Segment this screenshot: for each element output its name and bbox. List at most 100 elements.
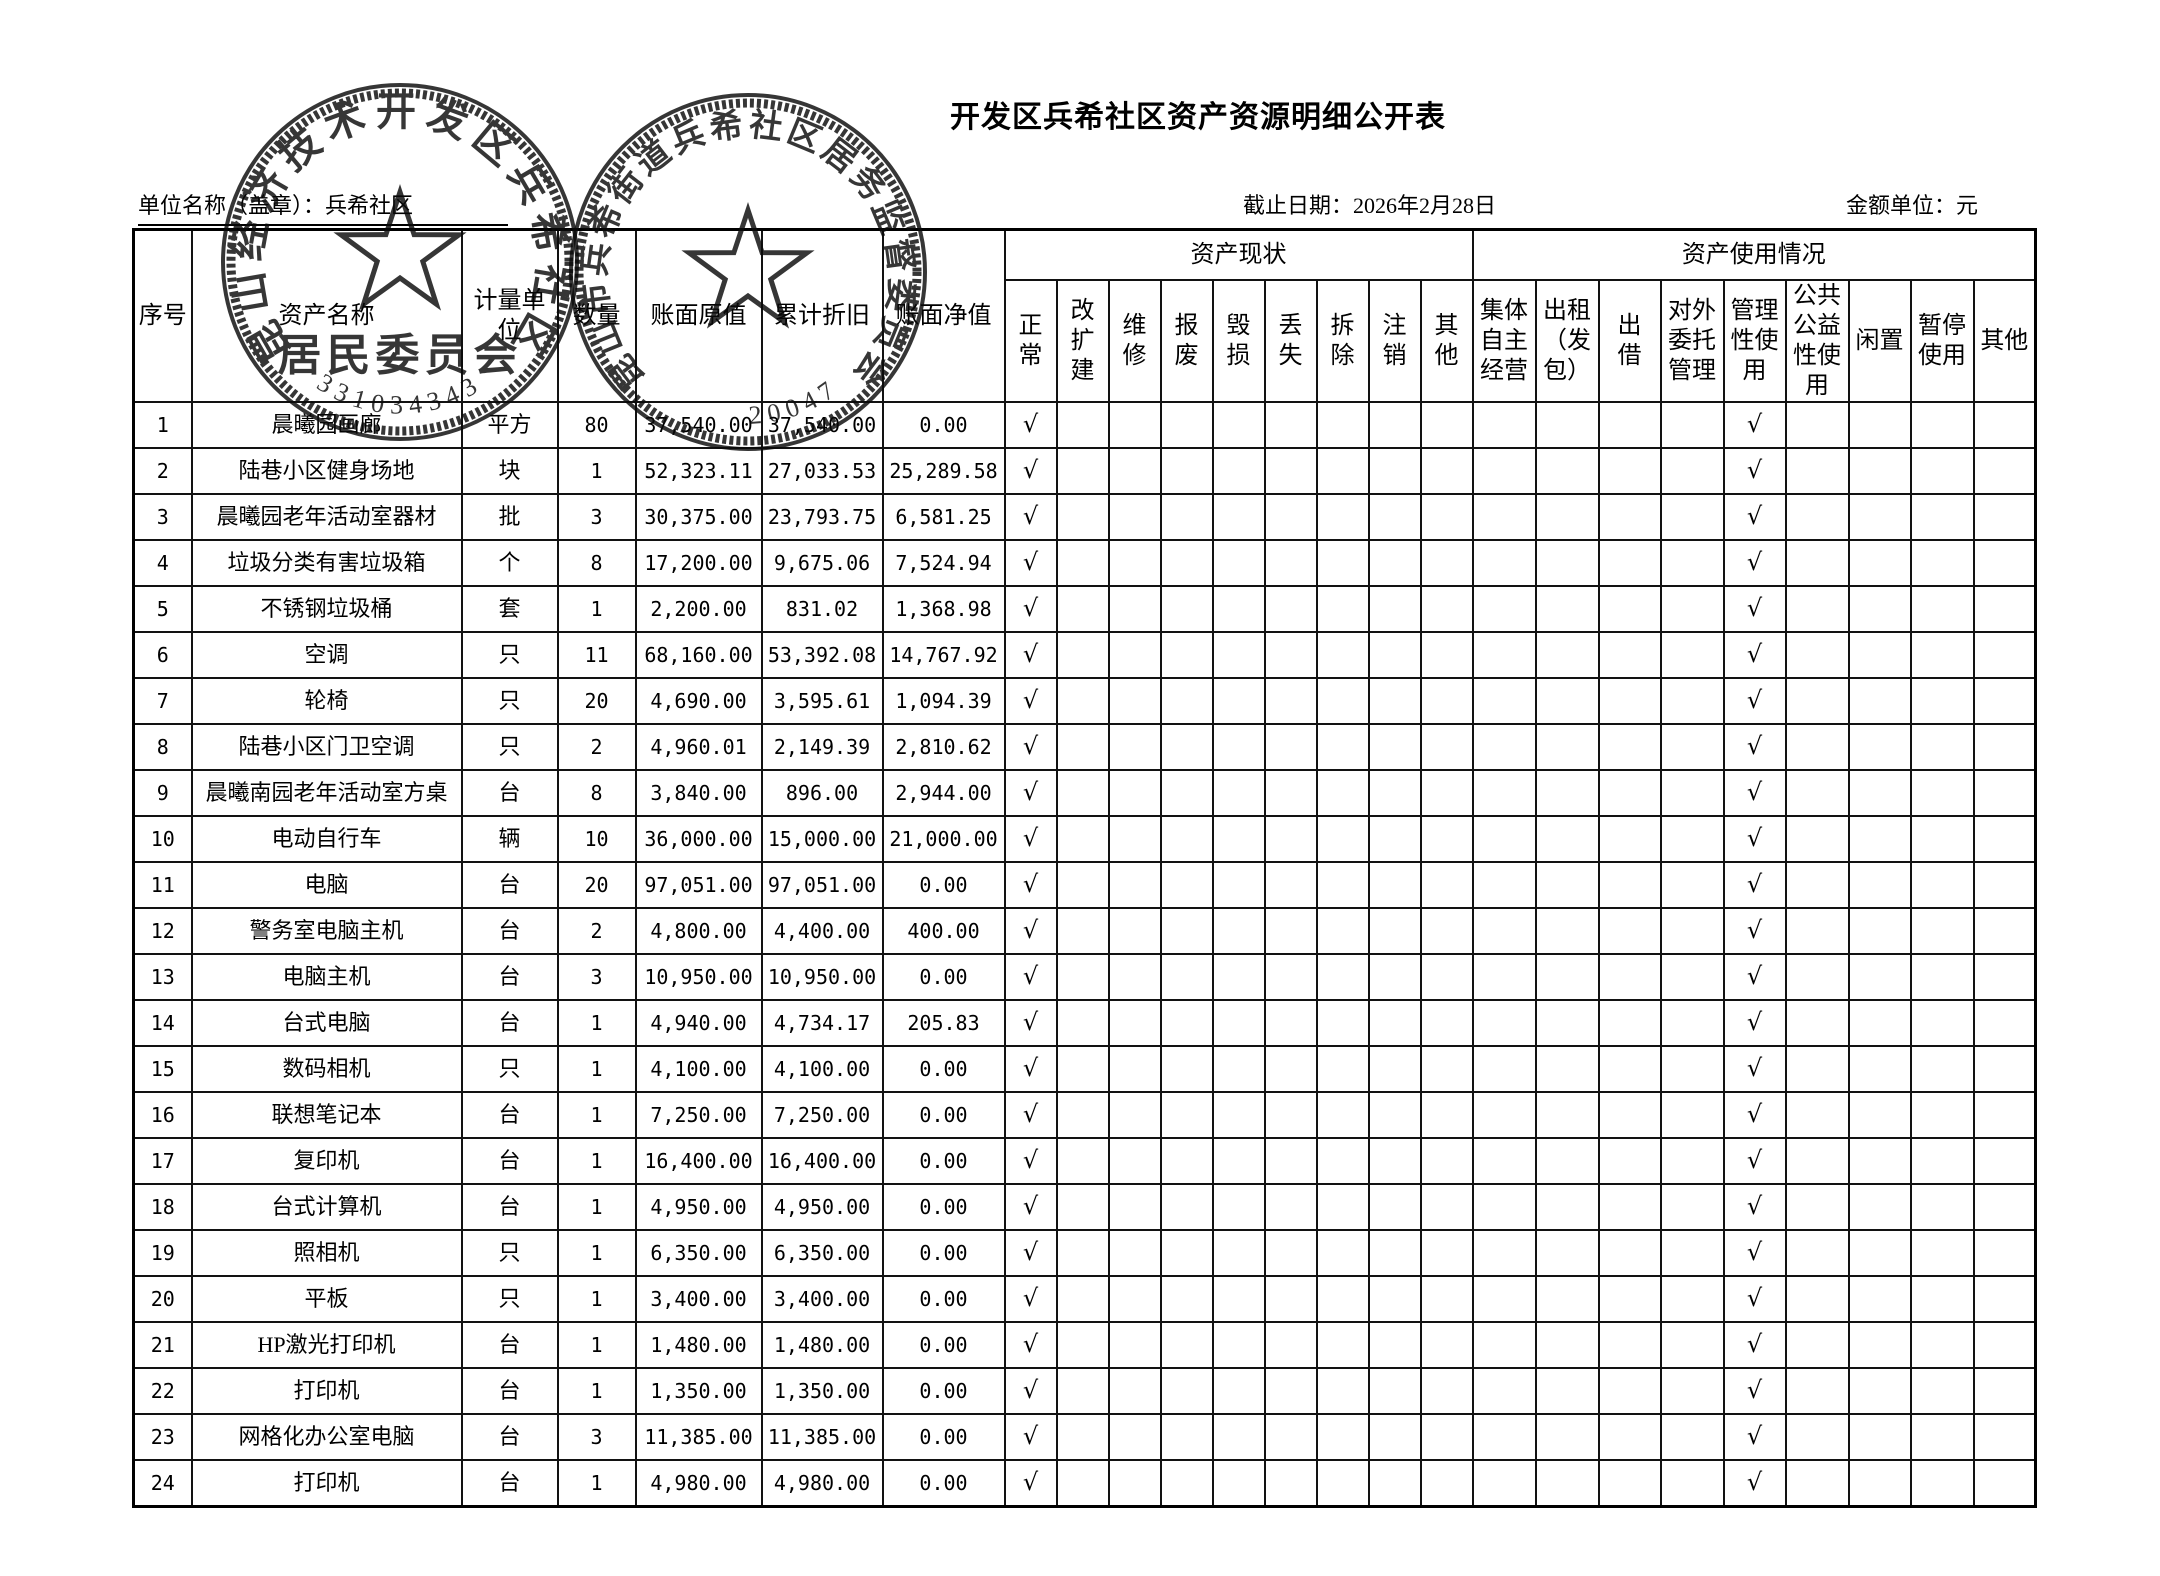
cell-usage-暂停使用: [1909, 447, 1975, 495]
cell-status-报废: [1159, 1413, 1214, 1461]
cell-asset-name: 台式计算机: [190, 1183, 463, 1231]
cell-status-注销: [1367, 447, 1422, 495]
cell-usage-公共公益性使用: [1784, 999, 1850, 1047]
cell-net-value: 14,767.92: [881, 631, 1006, 679]
cell-usage-闲置: [1847, 539, 1912, 587]
cell-original-value: 4,800.00: [634, 907, 763, 955]
cell-status-改扩建: [1055, 1229, 1110, 1277]
cell-usage-集体自主经营: [1471, 1367, 1537, 1415]
cell-asset-name: 打印机: [190, 1367, 463, 1415]
cell-unit: 台: [460, 1091, 559, 1139]
cell-usage-管理性使用: √: [1722, 1045, 1787, 1093]
cell-usage-集体自主经营: [1471, 861, 1537, 909]
cell-status-拆除: [1315, 1321, 1370, 1369]
cell-quantity: 8: [556, 539, 637, 587]
cell-depreciation: 97,051.00: [760, 861, 884, 909]
cell-usage-出借: [1597, 1413, 1662, 1461]
unit-name-label: 单位名称（盖章）：: [138, 193, 326, 218]
cell-unit: 套: [460, 585, 559, 633]
column-header-unit: 计量单 位: [460, 228, 559, 403]
cell-status-其他: [1419, 953, 1474, 1001]
cell-status-注销: [1367, 1275, 1422, 1323]
cell-unit: 台: [460, 953, 559, 1001]
cell-depreciation: 1,350.00: [760, 1367, 884, 1415]
cell-status-其他: [1419, 585, 1474, 633]
cell-status-报废: [1159, 1183, 1214, 1231]
cell-status-丢失: [1263, 1137, 1318, 1185]
cell-status-维修: [1107, 1091, 1162, 1139]
cell-status-毁损: [1211, 539, 1266, 587]
cell-status-拆除: [1315, 1459, 1370, 1508]
cell-usage-对外委托管理: [1659, 1275, 1725, 1323]
cell-status-维修: [1107, 1137, 1162, 1185]
cell-usage-对外委托管理: [1659, 1137, 1725, 1185]
cell-unit: 台: [460, 999, 559, 1047]
column-header: 出租 （发 包）: [1534, 279, 1600, 403]
cell-status-其他: [1419, 1367, 1474, 1415]
cell-status-正常: √: [1003, 447, 1058, 495]
cell-status-改扩建: [1055, 493, 1110, 541]
cell-index: 2: [132, 447, 193, 495]
cell-original-value: 3,400.00: [634, 1275, 763, 1323]
cell-asset-name: 空调: [190, 631, 463, 679]
cell-usage-闲置: [1847, 907, 1912, 955]
cell-status-正常: √: [1003, 815, 1058, 863]
cell-status-注销: [1367, 539, 1422, 587]
cell-status-改扩建: [1055, 1183, 1110, 1231]
cell-status-注销: [1367, 999, 1422, 1047]
table-row: 11 电脑台 20 97,051.00 97,051.00 0.00 √ √: [132, 861, 2037, 909]
column-header-qty: 数量: [556, 228, 637, 403]
cell-status-拆除: [1315, 539, 1370, 587]
cell-unit: 只: [460, 1229, 559, 1277]
column-header: 拆 除: [1315, 279, 1370, 403]
cell-usage-管理性使用: √: [1722, 493, 1787, 541]
cell-unit: 台: [460, 1137, 559, 1185]
cell-status-正常: √: [1003, 723, 1058, 771]
cell-depreciation: 2,149.39: [760, 723, 884, 771]
cell-usage-暂停使用: [1909, 1275, 1975, 1323]
cell-status-丢失: [1263, 1091, 1318, 1139]
cell-original-value: 17,200.00: [634, 539, 763, 587]
cell-usage-集体自主经营: [1471, 815, 1537, 863]
cell-usage-出借: [1597, 1275, 1662, 1323]
cell-usage-管理性使用: √: [1722, 1091, 1787, 1139]
cell-status-拆除: [1315, 1183, 1370, 1231]
cell-usage-其他: [1972, 953, 2037, 1001]
column-header-original-value: 账面原值: [634, 228, 763, 403]
cell-status-注销: [1367, 1413, 1422, 1461]
cell-status-注销: [1367, 493, 1422, 541]
cell-status-报废: [1159, 539, 1214, 587]
cell-usage-集体自主经营: [1471, 493, 1537, 541]
cell-depreciation: 6,350.00: [760, 1229, 884, 1277]
cell-status-维修: [1107, 1275, 1162, 1323]
cell-usage-暂停使用: [1909, 631, 1975, 679]
table-row: 2 陆巷小区健身场地块 1 52,323.11 27,033.53 25,289.58 √ √: [132, 447, 2037, 495]
cell-asset-name: 网格化办公室电脑: [190, 1413, 463, 1461]
cell-original-value: 37,540.00: [634, 401, 763, 449]
cell-status-拆除: [1315, 677, 1370, 725]
cell-status-改扩建: [1055, 1459, 1110, 1508]
cell-usage-集体自主经营: [1471, 1413, 1537, 1461]
cell-usage-暂停使用: [1909, 953, 1975, 1001]
cell-usage-闲置: [1847, 585, 1912, 633]
cell-usage-暂停使用: [1909, 1229, 1975, 1277]
cell-status-维修: [1107, 1413, 1162, 1461]
column-header: 其他: [1972, 279, 2037, 403]
cell-usage-出借: [1597, 493, 1662, 541]
cell-usage-其他: [1972, 1091, 2037, 1139]
cell-index: 12: [132, 907, 193, 955]
cell-usage-管理性使用: √: [1722, 1137, 1787, 1185]
cell-usage-出借: [1597, 401, 1662, 449]
cell-status-拆除: [1315, 1229, 1370, 1277]
cell-status-丢失: [1263, 585, 1318, 633]
table-row: 10 电动自行车辆 10 36,000.00 15,000.00 21,000.00 √ √: [132, 815, 2037, 863]
cell-usage-暂停使用: [1909, 769, 1975, 817]
cell-original-value: 1,480.00: [634, 1321, 763, 1369]
cell-status-正常: √: [1003, 769, 1058, 817]
column-header: 公共 公益 性使 用: [1784, 279, 1850, 403]
cell-usage-出租（发包）: [1534, 677, 1600, 725]
column-header-depreciation: 累计折旧: [760, 228, 884, 403]
cell-usage-出借: [1597, 861, 1662, 909]
column-header: 管理 性使 用: [1722, 279, 1787, 403]
cell-usage-公共公益性使用: [1784, 1183, 1850, 1231]
